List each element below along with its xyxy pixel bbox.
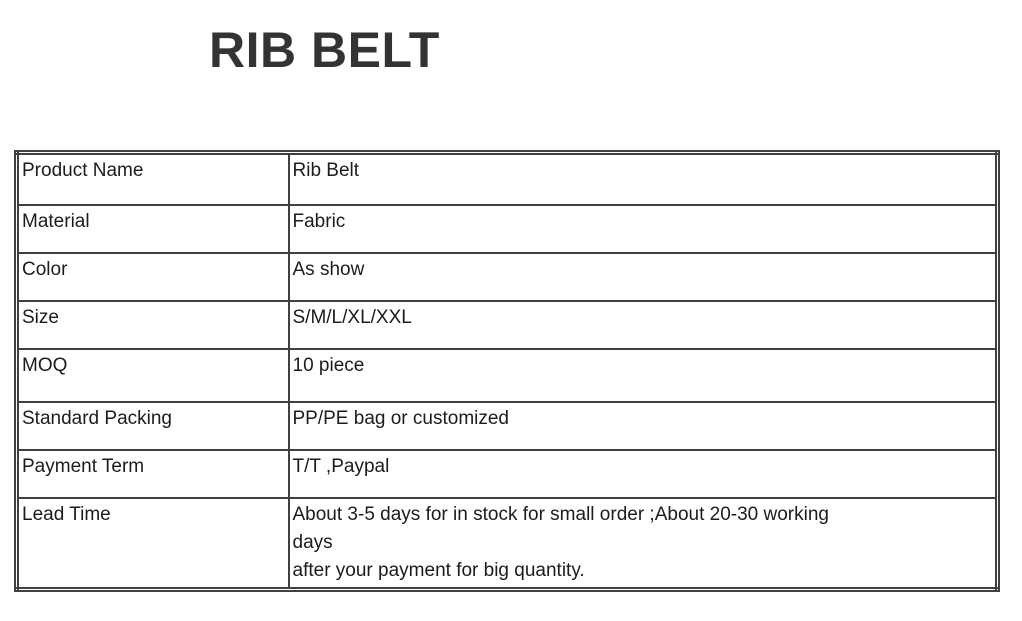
spec-value: As show: [287, 251, 999, 302]
product-spec-table-body: Product Name Rib Belt Material Fabric Co…: [15, 151, 999, 591]
table-row-moq: MOQ 10 piece: [15, 347, 999, 403]
table-row-material: Material Fabric: [15, 203, 999, 254]
spec-label: Material: [15, 203, 290, 254]
table-row-lead-time: Lead Time About 3-5 days for in stock fo…: [15, 496, 999, 591]
table-row-payment-term: Payment Term T/T ,Paypal: [15, 448, 999, 499]
spec-label: Product Name: [15, 151, 290, 206]
spec-value: T/T ,Paypal: [287, 448, 999, 499]
spec-label: Size: [15, 299, 290, 350]
table-row-standard-packing: Standard Packing PP/PE bag or customized: [15, 400, 999, 451]
spec-label: MOQ: [15, 347, 290, 403]
product-spec-table: Product Name Rib Belt Material Fabric Co…: [14, 150, 1000, 592]
spec-value: Rib Belt: [287, 151, 999, 206]
spec-value: About 3-5 days for in stock for small or…: [287, 496, 999, 591]
table-row-size: Size S/M/L/XL/XXL: [15, 299, 999, 350]
spec-value: Fabric: [287, 203, 999, 254]
table-row-color: Color As show: [15, 251, 999, 302]
spec-value: S/M/L/XL/XXL: [287, 299, 999, 350]
spec-value: PP/PE bag or customized: [287, 400, 999, 451]
spec-label: Standard Packing: [15, 400, 290, 451]
spec-label: Color: [15, 251, 290, 302]
spec-label: Lead Time: [15, 496, 290, 591]
spec-value: 10 piece: [287, 347, 999, 403]
table-row-product-name: Product Name Rib Belt: [15, 151, 999, 206]
page-title: RIB BELT: [209, 22, 440, 78]
spec-label: Payment Term: [15, 448, 290, 499]
